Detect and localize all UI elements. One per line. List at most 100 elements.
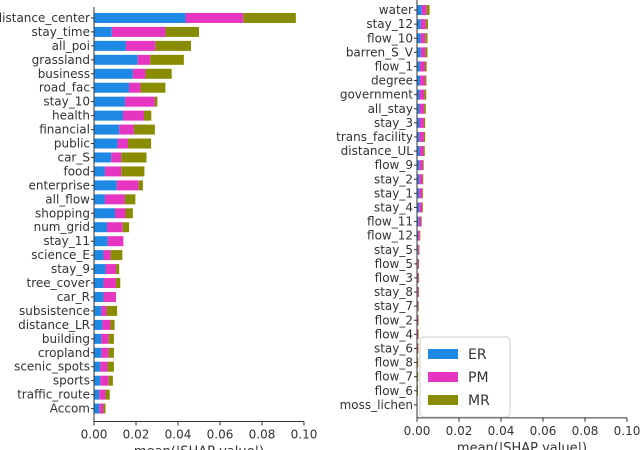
category-label: building	[42, 332, 90, 346]
category-label: flow_1	[375, 59, 413, 73]
bar-segment-mr	[425, 47, 428, 58]
bar-segment-mr	[418, 301, 419, 312]
bar-segment-er	[94, 305, 102, 316]
bar-segment-er	[94, 375, 101, 386]
category-label: food	[63, 164, 90, 178]
bar-segment-mr	[133, 124, 155, 135]
legend-swatch-pm	[428, 372, 458, 382]
bar-segment-er	[94, 208, 115, 219]
bar-segment-mr	[121, 152, 147, 163]
bar-segment-er	[94, 110, 123, 121]
bar-segment-er	[417, 117, 420, 128]
category-label: shopping	[35, 206, 90, 220]
bar-segment-mr	[150, 54, 184, 65]
category-label: scenic_spots	[14, 360, 90, 374]
category-label: flow_11	[367, 215, 413, 229]
category-label: Accom	[50, 402, 90, 416]
x-tick-label: 0.02	[446, 424, 473, 438]
category-label: traffic_route	[17, 388, 90, 402]
bar-segment-mr	[418, 258, 420, 269]
bar-segment-mr	[418, 272, 420, 283]
bar-segment-er	[417, 61, 420, 72]
bar-segment-pm	[107, 236, 124, 247]
bar-segment-mr	[154, 96, 158, 107]
chart-right: waterstay_12flow_10barren_S_Vflow_1degre…	[336, 0, 640, 450]
category-label: all_flow	[45, 192, 90, 206]
bar-segment-er	[94, 68, 133, 79]
bar-segment-er	[94, 333, 102, 344]
bar-segment-pm	[99, 403, 104, 414]
category-label: stay_8	[374, 285, 413, 299]
bar-segment-mr	[426, 5, 430, 16]
bar-segment-pm	[137, 54, 151, 65]
bar-segment-er	[94, 54, 138, 65]
category-label: stay_time	[31, 25, 90, 39]
bar-segment-mr	[418, 244, 420, 255]
bar-segment-pm	[117, 138, 129, 149]
bar-segment-er	[94, 264, 106, 275]
bar-segment-mr	[423, 131, 426, 142]
bar-segment-er	[417, 174, 420, 185]
bar-segment-er	[94, 138, 118, 149]
bar-segment-er	[94, 96, 126, 107]
bar-segment-pm	[417, 343, 419, 354]
bar-segment-mr	[417, 371, 419, 382]
bar-segment-pm	[419, 188, 423, 199]
category-label: stay_11	[43, 234, 90, 248]
bar-segment-mr	[422, 202, 423, 213]
bar-segment-pm	[417, 329, 419, 340]
bar-segment-mr	[124, 194, 136, 205]
bar-segment-mr	[105, 389, 110, 400]
category-label: government	[340, 88, 413, 102]
legend-swatch-er	[428, 349, 458, 359]
legend-label: PM	[468, 370, 489, 386]
bar-segment-mr	[108, 347, 114, 358]
bar-segment-mr	[110, 319, 115, 330]
bar-segment-pm	[419, 61, 425, 72]
x-tick-label: 0.04	[165, 428, 192, 442]
category-label: flow_10	[367, 31, 413, 45]
bar-segment-pm	[419, 174, 423, 185]
bar-segment-mr	[110, 250, 123, 261]
bar-segment-er	[94, 166, 105, 177]
bar-segment-er	[94, 152, 112, 163]
bar-segment-mr	[422, 174, 424, 185]
bar-segment-pm	[419, 131, 424, 142]
bar-segment-mr	[122, 222, 130, 233]
bar-segment-pm	[101, 305, 107, 316]
bar-segment-er	[94, 291, 104, 302]
bar-segment-er	[94, 82, 130, 93]
bar-segment-er	[417, 188, 420, 199]
bar-segment-pm	[111, 152, 122, 163]
bar-segment-er	[94, 347, 102, 358]
category-label: cropland	[38, 346, 90, 360]
bar-segment-er	[417, 216, 419, 227]
x-tick-label: 0.10	[614, 424, 640, 438]
bar-segment-pm	[100, 375, 109, 386]
bar-segment-mr	[108, 375, 113, 386]
bar-segment-pm	[419, 89, 425, 100]
bar-segment-pm	[418, 230, 420, 241]
bar-segment-pm	[417, 315, 419, 326]
bar-segment-er	[417, 47, 421, 58]
category-label: flow_3	[375, 271, 413, 285]
bar-segment-mr	[419, 230, 421, 241]
bar-segment-mr	[107, 361, 114, 372]
bar-segment-pm	[119, 124, 134, 135]
x-tick-label: 0.08	[572, 424, 599, 438]
bar-segment-mr	[417, 385, 419, 396]
bar-segment-pm	[99, 389, 106, 400]
bar-segment-er	[417, 89, 420, 100]
x-tick-label: 0.00	[81, 428, 108, 442]
legend-label: ER	[468, 347, 487, 363]
x-axis-label: mean(|SHAP value|)	[134, 445, 264, 450]
category-label: health	[52, 109, 90, 123]
bar-segment-pm	[419, 75, 425, 86]
category-label: stay_4	[374, 200, 413, 214]
bar-segment-er	[94, 222, 108, 233]
bar-segment-mr	[138, 180, 143, 191]
category-label: all_poi	[52, 39, 90, 53]
bar-segment-pm	[420, 47, 426, 58]
bar-segment-pm	[115, 208, 126, 219]
